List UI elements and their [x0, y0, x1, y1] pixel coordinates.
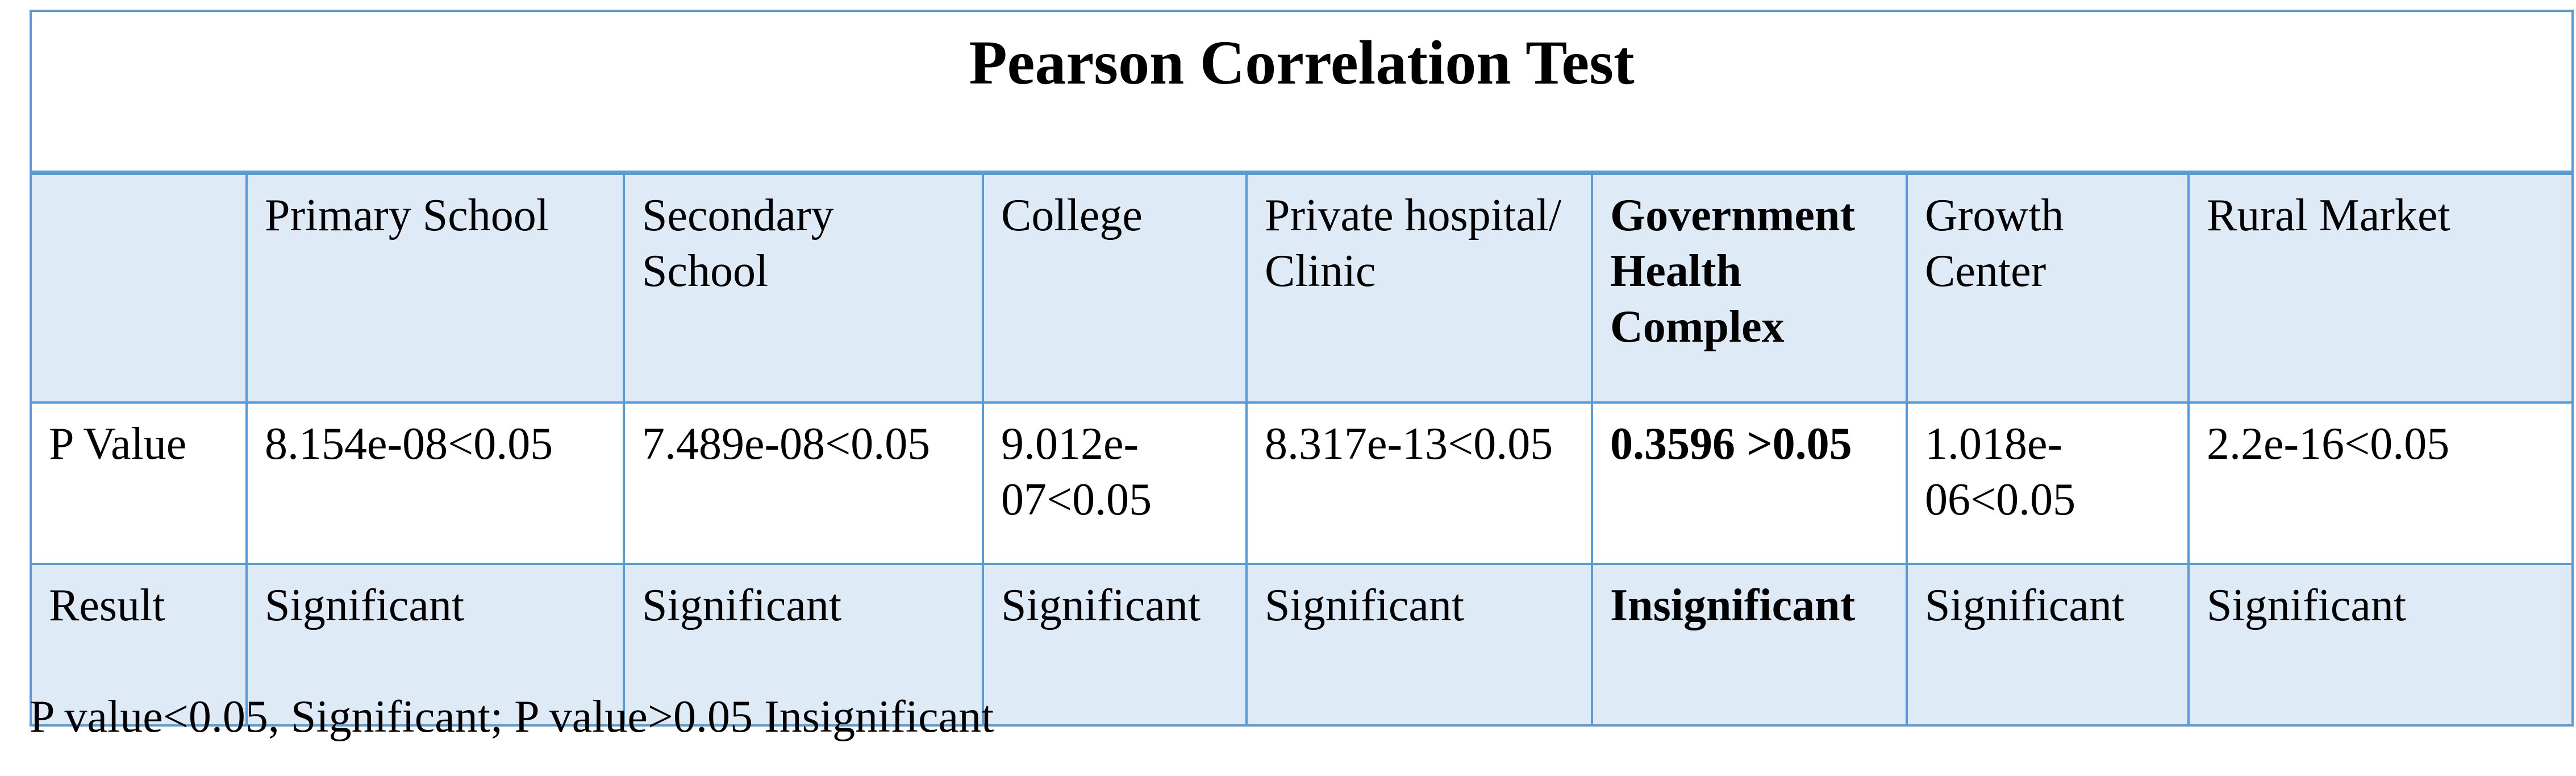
result-cell: Significant [1245, 563, 1593, 727]
result-cell: Significant [1906, 563, 2190, 727]
header-cell-private-hospital: Private hospital/ Clinic [1245, 172, 1593, 404]
result-cell: Significant [245, 563, 625, 727]
header-cell-primary-school: Primary School [245, 172, 625, 404]
row-label-p-value: P Value [30, 401, 248, 565]
header-cell-college: College [982, 172, 1248, 404]
p-value-cell: 7.489e-08<0.05 [623, 401, 984, 565]
table-title: Pearson Correlation Test [29, 10, 2574, 175]
correlation-table-container: Pearson Correlation Test Primary School … [29, 10, 2574, 727]
result-cell: Insignificant [1591, 563, 1908, 727]
header-cell-secondary-school: Secondary School [623, 172, 984, 404]
header-cell-corner [30, 172, 248, 404]
table-title-row: Pearson Correlation Test [29, 10, 2574, 175]
header-cell-government-health-complex: Government Health Complex [1591, 172, 1908, 404]
header-cell-rural-market: Rural Market [2187, 172, 2574, 404]
pearson-correlation-table: Pearson Correlation Test Primary School … [29, 10, 2574, 727]
table-footnote: P value<0.05, Significant; P value>0.05 … [30, 692, 994, 742]
result-cell: Significant [982, 563, 1248, 727]
p-value-cell: 8.154e-08<0.05 [245, 401, 625, 565]
result-row: Result Significant Significant Significa… [30, 563, 2574, 727]
result-cell: Significant [623, 563, 984, 727]
p-value-cell: 9.012e-07<0.05 [982, 401, 1248, 565]
result-cell: Significant [2187, 563, 2574, 727]
row-label-result: Result [30, 563, 248, 727]
p-value-cell: 1.018e-06<0.05 [1906, 401, 2190, 565]
p-value-row: P Value 8.154e-08<0.05 7.489e-08<0.05 9.… [30, 401, 2574, 565]
header-cell-growth-center: Growth Center [1906, 172, 2190, 404]
p-value-cell: 8.317e-13<0.05 [1245, 401, 1593, 565]
p-value-cell: 2.2e-16<0.05 [2187, 401, 2574, 565]
column-header-row: Primary School Secondary School College … [30, 172, 2574, 404]
p-value-cell: 0.3596 >0.05 [1591, 401, 1908, 565]
